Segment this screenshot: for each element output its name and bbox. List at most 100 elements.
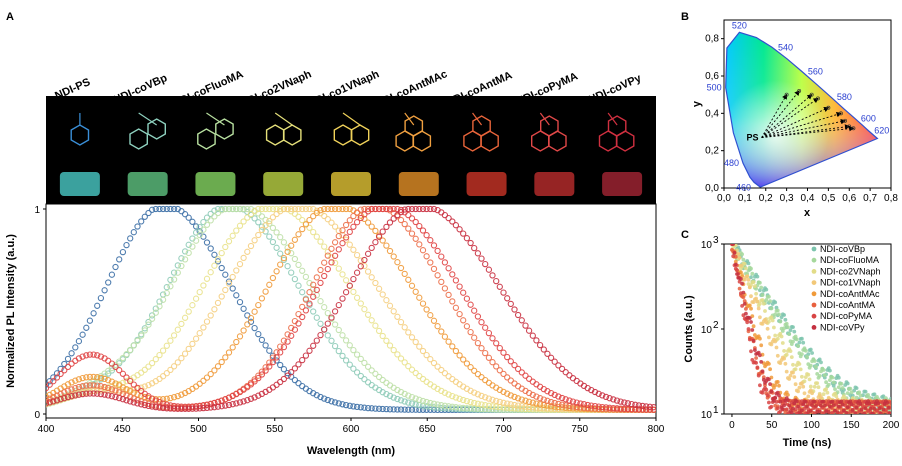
decay-point: [822, 403, 827, 408]
pl-point: [255, 372, 262, 379]
pl-point: [251, 376, 258, 383]
pl-point: [504, 353, 511, 361]
pl-point: [525, 327, 533, 334]
pl-point: [284, 263, 291, 270]
decay-point: [868, 406, 873, 411]
pl-point: [266, 281, 273, 288]
pl-point: [159, 400, 167, 407]
pl-point: [240, 254, 247, 262]
decay-point: [758, 280, 762, 285]
pl-point: [547, 354, 555, 361]
pl-point: [390, 406, 397, 413]
decay-point: [758, 315, 762, 320]
pl-point: [244, 248, 251, 255]
pl-point: [83, 382, 90, 389]
pl-point: [116, 367, 123, 374]
pl-point: [577, 400, 584, 407]
legend-label: NDI-coPyMA: [820, 311, 872, 321]
pl-point: [533, 337, 540, 344]
pl-point: [185, 345, 192, 353]
decay-point: [848, 386, 853, 391]
x-tick-label: 0,4: [801, 193, 815, 204]
pl-point: [280, 256, 288, 264]
decay-point: [808, 409, 813, 413]
cie-origin-label: PS: [747, 133, 759, 143]
pl-point: [94, 382, 101, 389]
pl-point: [185, 241, 192, 248]
pl-point: [339, 332, 346, 339]
pl-point: [123, 241, 130, 249]
pl-point: [273, 229, 280, 236]
x-tick-label: 0,5: [821, 193, 835, 204]
pl-point: [141, 383, 148, 390]
pl-point: [200, 404, 207, 412]
decay-point: [765, 326, 770, 331]
pl-point: [372, 370, 379, 377]
pl-point: [97, 383, 105, 390]
pl-point: [277, 349, 284, 356]
pl-point: [397, 318, 405, 326]
pl-point: [471, 307, 478, 314]
pl-point: [438, 402, 445, 409]
decay-point: [824, 380, 828, 385]
pl-point: [372, 205, 379, 213]
pl-point: [258, 371, 266, 378]
decay-point: [836, 385, 841, 390]
decay-point: [753, 333, 757, 337]
pl-point: [397, 264, 405, 272]
pl-point: [163, 401, 170, 408]
pl-point: [159, 347, 167, 354]
decay-point: [871, 411, 876, 414]
pl-point: [291, 376, 299, 384]
pl-point: [383, 337, 390, 344]
pl-point: [97, 294, 105, 302]
pl-point: [452, 347, 460, 355]
decay-point: [828, 368, 832, 373]
x-tick-label: 500: [190, 424, 207, 435]
cie-arrow: [761, 93, 788, 138]
pl-point: [339, 401, 346, 408]
x-tick-label: 0,0: [717, 193, 731, 204]
pl-point: [467, 301, 474, 308]
pl-point: [207, 269, 214, 276]
pl-point: [310, 228, 317, 236]
pl-point: [266, 359, 273, 366]
pl-point: [507, 358, 514, 365]
pl-point: [350, 223, 357, 230]
pl-point: [467, 405, 474, 412]
pl-point: [372, 322, 379, 329]
decay-point: [794, 399, 799, 404]
decay-point: [835, 410, 840, 414]
pl-point: [405, 406, 412, 413]
pl-point: [200, 324, 207, 331]
decay-point: [789, 355, 794, 359]
decay-point: [834, 394, 839, 399]
decay-point: [867, 401, 872, 406]
pl-point: [405, 363, 412, 370]
pl-point: [493, 277, 500, 285]
pl-point: [478, 392, 485, 400]
pl-point: [310, 342, 317, 349]
pl-point: [485, 266, 493, 273]
pl-point: [500, 399, 507, 406]
pl-point: [108, 364, 116, 372]
legend-label: NDI-coFluoMA: [820, 255, 879, 265]
structure-ring: [70, 124, 90, 146]
decay-point: [822, 373, 827, 378]
decay-point: [737, 255, 742, 260]
pl-point: [218, 264, 225, 272]
pl-point: [310, 308, 317, 315]
structure-bond: [539, 112, 550, 126]
pl-point: [233, 400, 240, 407]
pl-point: [350, 403, 357, 410]
pl-point: [379, 228, 386, 235]
decay-point: [782, 403, 786, 408]
pl-point: [269, 224, 277, 232]
pl-point: [218, 358, 225, 366]
pl-point: [335, 347, 342, 355]
x-tick-label: 100: [803, 420, 820, 431]
pl-point: [203, 275, 211, 282]
pl-point: [536, 401, 544, 408]
vial-glow: [263, 172, 304, 196]
pl-point: [342, 205, 350, 213]
